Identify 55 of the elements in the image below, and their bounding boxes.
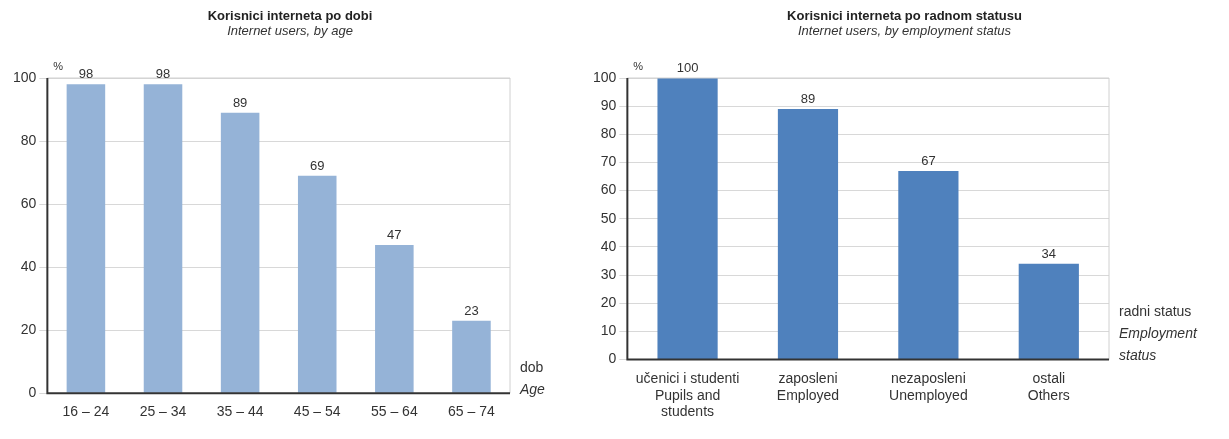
y-tick-label: 30 (600, 265, 617, 282)
x-tick-label: 16 – 24 (62, 403, 110, 420)
chart-title: Korisnici interneta po radnom statusu (786, 8, 1023, 23)
data-label: 67 (921, 153, 936, 169)
y-tick-label: 20 (20, 321, 37, 338)
chart-title: Korisnici interneta po dobi (206, 8, 374, 23)
x-tick-label: 45 – 54 (293, 403, 341, 420)
data-label: 89 (232, 94, 248, 110)
x-tick-label: 35 – 44 (216, 403, 264, 420)
y-axis-title: % (633, 59, 644, 72)
y-tick-label: 0 (608, 350, 617, 367)
y-tick-label: 0 (28, 384, 37, 401)
data-label: 98 (155, 66, 171, 82)
data-label: 23 (464, 302, 479, 318)
x-tick-label: nezaposleni Unemployed (889, 369, 968, 403)
y-tick-label: 60 (600, 181, 617, 198)
bar (777, 108, 839, 360)
x-tick-label: 55 – 64 (370, 403, 418, 420)
x-axis-title: radni status Employment status (1119, 303, 1198, 364)
x-tick-label: učenici i studenti Pupils and students (635, 369, 740, 420)
bar (220, 112, 260, 393)
chart-subtitle: Internet users, by employment status (796, 23, 1013, 38)
bar (66, 84, 106, 393)
bar (1018, 263, 1079, 360)
y-tick-label: 70 (600, 153, 617, 170)
chart-subtitle: Internet users, by age (226, 23, 354, 38)
y-axis-title: % (53, 59, 64, 72)
bar (143, 84, 183, 393)
y-tick-label: 80 (600, 125, 617, 142)
y-tick-label: 100 (593, 68, 617, 85)
x-axis-title: dob Age (519, 359, 546, 398)
bar (898, 170, 959, 360)
bar (657, 78, 718, 360)
x-tick-label: 25 – 34 (139, 403, 187, 420)
x-tick-label: ostali Others (1027, 369, 1070, 403)
y-tick-label: 80 (20, 131, 37, 148)
data-label: 98 (78, 66, 94, 82)
bar (375, 245, 414, 393)
y-tick-label: 40 (20, 257, 37, 274)
y-tick-label: 10 (600, 322, 617, 339)
data-label: 34 (1041, 245, 1057, 261)
y-tick-label: 100 (13, 68, 37, 85)
data-label: 100 (676, 60, 699, 76)
y-tick-label: 90 (600, 97, 617, 114)
data-label: 69 (310, 157, 325, 173)
y-tick-label: 20 (600, 294, 617, 311)
bar (297, 175, 337, 393)
x-tick-label: zaposleni Employed (776, 369, 840, 403)
y-tick-label: 50 (600, 209, 617, 226)
x-tick-label: 65 – 74 (448, 403, 496, 420)
y-tick-label: 40 (600, 237, 617, 254)
data-label: 89 (800, 91, 816, 107)
y-tick-label: 60 (20, 194, 37, 211)
bar (452, 320, 491, 393)
data-label: 47 (387, 227, 402, 243)
